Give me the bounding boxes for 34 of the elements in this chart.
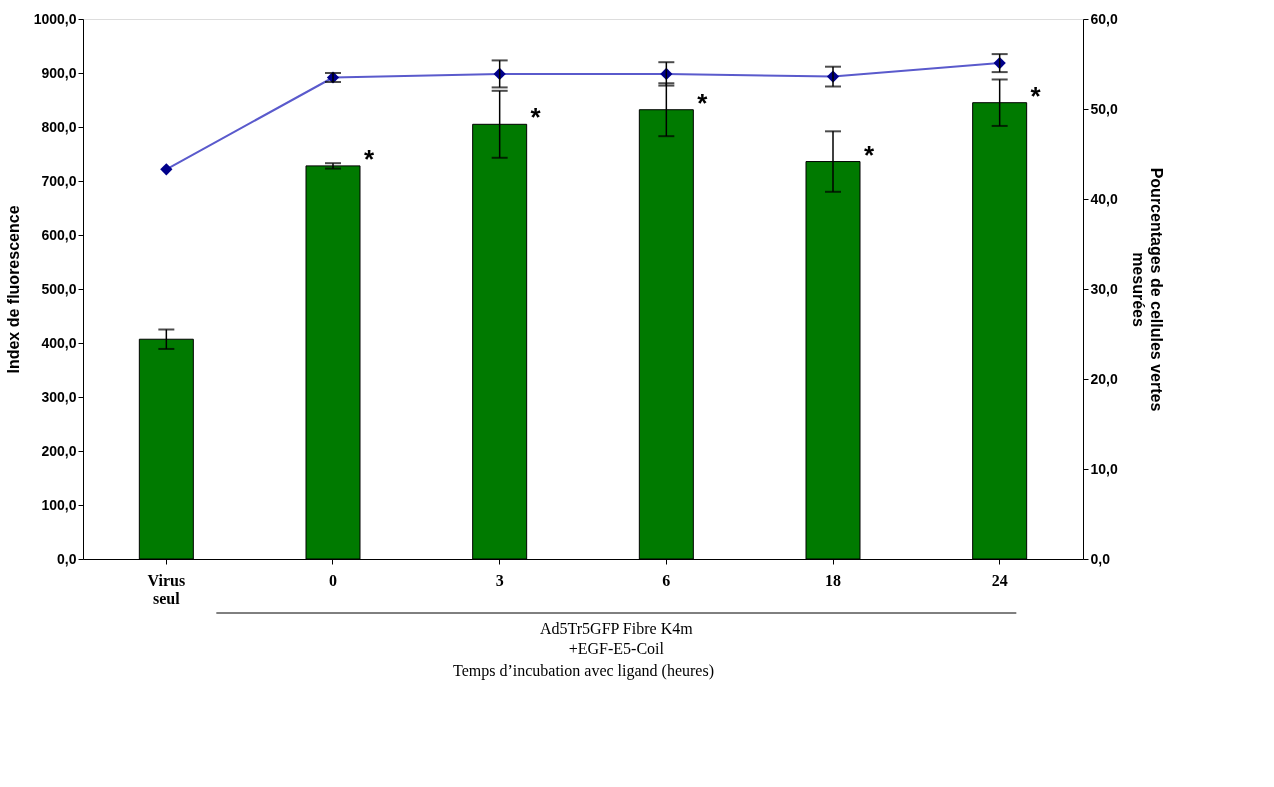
text: Ad5Tr5GFP Fibre K4m +EGF-E5-Coil [540,620,694,657]
annotation: * [1030,80,1042,111]
x-tick-label: 24 [991,571,1008,589]
y2-tick-label: 20,0 [1090,370,1118,387]
y2-axis-title: Pourcentages de cellules vertes mesurées [1129,167,1165,412]
annotation: * [363,143,375,174]
y-tick-label: 1000,0 [33,10,77,27]
y2-tick-label: 60,0 [1090,10,1118,27]
y-tick-label: 0,0 [57,550,77,567]
y-tick-label: 300,0 [41,388,77,405]
x-tick-label: 6 [662,571,671,589]
y2-tick-label: 40,0 [1090,190,1118,207]
y2-tick-label: 30,0 [1090,280,1118,297]
y-tick-label: 800,0 [41,118,77,135]
y-tick-label: 500,0 [41,280,77,297]
y-tick-label: 700,0 [41,172,77,189]
y-tick-label: 400,0 [41,334,77,351]
y2-tick-label: 0,0 [1090,550,1111,567]
x-tick-label: Virus seul [147,571,186,607]
y-tick-label: 100,0 [41,496,77,513]
y-tick-label: 900,0 [41,64,77,81]
x-axis-title: Temps d’incubation avec ligand (heures) [452,661,715,680]
x-tick-label: 3 [495,571,504,589]
x-tick-label: 0 [329,571,337,589]
annotation: * [863,139,875,170]
annotation: * [697,87,709,118]
y-axis-title: Index de fluorescence [4,205,22,374]
y2-tick-label: 50,0 [1090,100,1118,117]
y2-tick-label: 10,0 [1090,460,1118,477]
annotation: * [530,102,542,133]
x-tick-label: 18 [825,571,841,589]
y-tick-label: 600,0 [41,226,77,243]
y-tick-label: 200,0 [41,442,77,459]
point [160,163,173,176]
